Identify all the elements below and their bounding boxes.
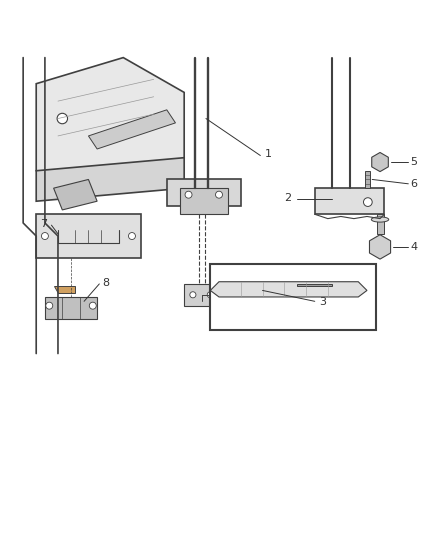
Polygon shape (315, 188, 385, 214)
Circle shape (42, 232, 48, 239)
Text: 4: 4 (410, 242, 417, 252)
Polygon shape (45, 297, 97, 319)
FancyBboxPatch shape (210, 264, 376, 329)
Circle shape (128, 232, 135, 239)
Ellipse shape (371, 217, 389, 222)
Polygon shape (36, 58, 184, 188)
Polygon shape (184, 284, 219, 305)
Circle shape (207, 292, 213, 298)
Polygon shape (370, 235, 391, 259)
Circle shape (46, 302, 53, 309)
Polygon shape (88, 110, 176, 149)
Text: 6: 6 (410, 179, 417, 189)
Polygon shape (210, 282, 367, 297)
Circle shape (190, 292, 196, 298)
Circle shape (185, 191, 192, 198)
Circle shape (57, 114, 67, 124)
Polygon shape (297, 284, 332, 286)
Polygon shape (36, 158, 184, 201)
Circle shape (89, 302, 96, 309)
Polygon shape (36, 214, 141, 258)
Polygon shape (365, 171, 371, 188)
Polygon shape (377, 214, 384, 234)
Text: 7: 7 (40, 219, 47, 229)
Polygon shape (53, 286, 75, 293)
Polygon shape (53, 180, 97, 210)
Text: 2: 2 (284, 193, 291, 203)
Polygon shape (180, 188, 228, 214)
Text: 3: 3 (319, 297, 326, 307)
Text: 8: 8 (102, 278, 110, 288)
Text: 1: 1 (265, 149, 272, 159)
Polygon shape (372, 152, 389, 172)
Circle shape (364, 198, 372, 206)
Polygon shape (167, 180, 241, 206)
Circle shape (215, 191, 223, 198)
Text: 5: 5 (410, 157, 417, 167)
